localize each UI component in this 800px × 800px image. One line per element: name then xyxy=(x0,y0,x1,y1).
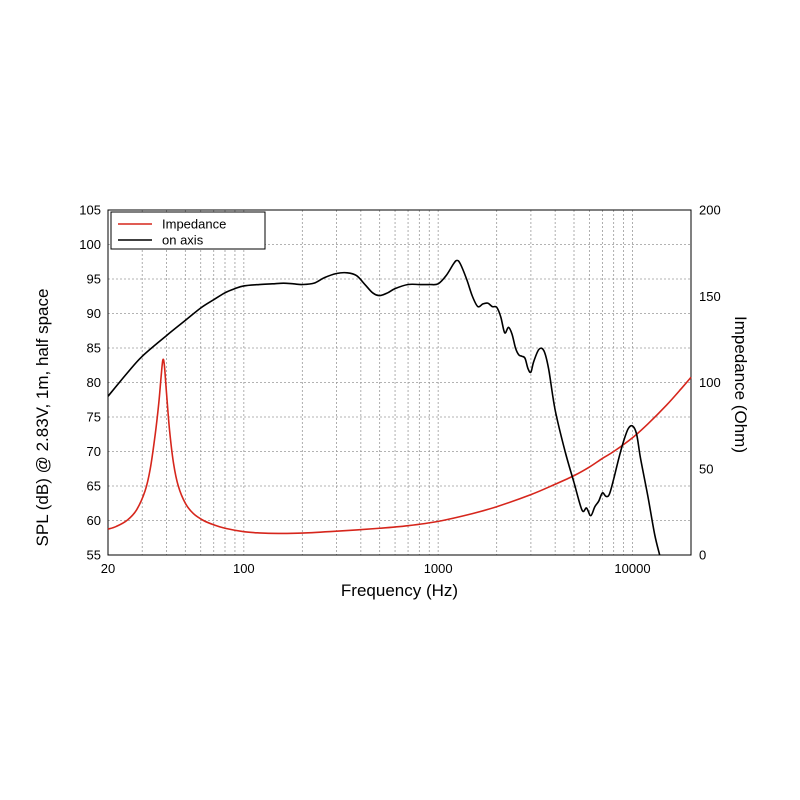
y-tick-label: 90 xyxy=(87,306,101,321)
y2-tick-label: 200 xyxy=(699,203,721,218)
y-tick-label: 95 xyxy=(87,272,101,287)
series-layer xyxy=(107,259,692,556)
legend-label-impedance: Impedance xyxy=(162,217,226,232)
x-tick-label: 10000 xyxy=(614,561,650,576)
legend: Impedance on axis xyxy=(110,211,266,250)
x-axis-title: Frequency (Hz) xyxy=(341,581,458,600)
y-tick-label: 75 xyxy=(87,410,101,425)
y2-tick-label: 0 xyxy=(699,548,706,563)
series-line-impedance xyxy=(107,358,692,535)
y-tick-label: 85 xyxy=(87,341,101,356)
y2-tick-label: 100 xyxy=(699,375,721,390)
x-tick-label: 1000 xyxy=(424,561,453,576)
grid xyxy=(108,210,691,555)
x-tick-label: 100 xyxy=(233,561,255,576)
y-tick-label: 105 xyxy=(79,203,101,218)
plot-area-frame xyxy=(107,209,692,556)
y-tick-label: 80 xyxy=(87,375,101,390)
y-tick-label: 55 xyxy=(87,548,101,563)
y2-tick-label: 50 xyxy=(699,461,713,476)
series-line-on-axis xyxy=(107,259,661,556)
x-tick-label: 20 xyxy=(101,561,115,576)
y-tick-label: 70 xyxy=(87,444,101,459)
y-tick-label: 60 xyxy=(87,513,101,528)
legend-box xyxy=(110,211,266,250)
legend-label-on-axis: on axis xyxy=(162,233,204,248)
y-tick-label: 65 xyxy=(87,479,101,494)
y-tick-label: 100 xyxy=(79,237,101,252)
y2-axis-title: Impedance (Ohm) xyxy=(731,316,750,453)
y-axis-title: SPL (dB) @ 2.83V, 1m, half space xyxy=(33,289,52,547)
y2-tick-label: 150 xyxy=(699,289,721,304)
tick-labels: 20 100 1000 10000 55 60 65 70 75 80 85 90 95 100 105 0 5… xyxy=(79,203,720,577)
